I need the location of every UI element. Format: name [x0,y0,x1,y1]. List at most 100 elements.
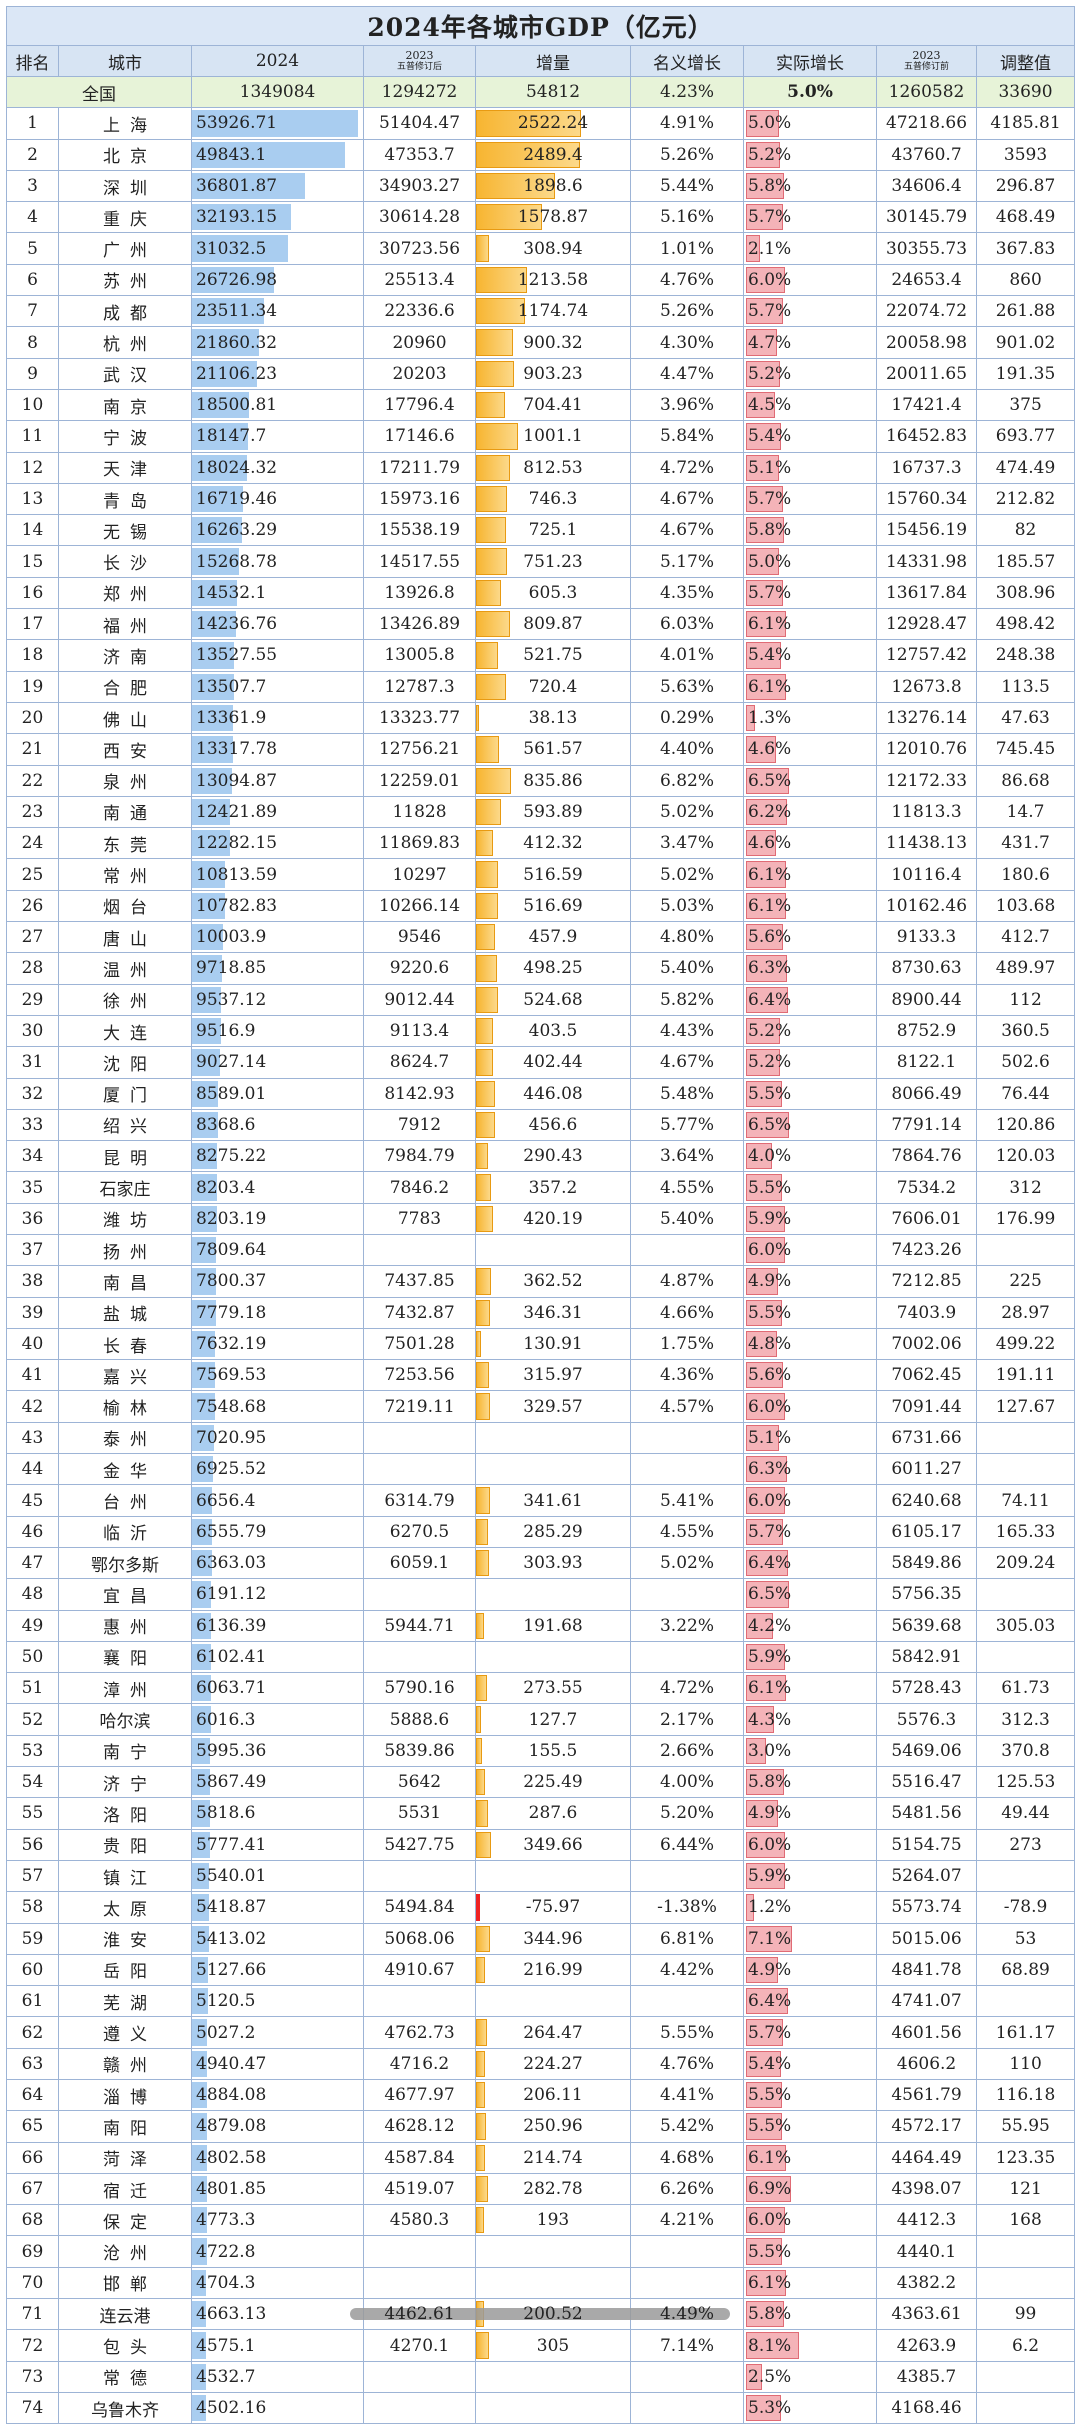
gdp2024-text: 5413.02 [196,1928,267,1949]
orig2023-cell-text: 12757.42 [885,645,968,666]
orig2023-cell-text: 7091.44 [891,1396,962,1417]
real-cell: 5.3% [743,2391,877,2424]
real-cell: 6.0% [743,263,877,297]
gdp-bar [192,360,257,387]
adjust-cell [975,2266,1076,2300]
gdp-bar [192,266,274,294]
orig2023-cell-text: 4385.7 [896,2366,957,2387]
real-text: 4.9% [748,1271,792,1292]
city-cell: 芜湖 [58,1985,192,2018]
gdp2024-text: 4502.16 [196,2398,267,2419]
rank-cell: 74 [6,2391,59,2424]
orig2023-cell-text: 5849.86 [891,1553,962,1574]
nominal-cell-text: 4.55% [659,1177,714,1198]
orig2023-cell: 17421.4 [876,388,977,422]
orig2023-cell: 5516.47 [876,1766,977,1799]
real-text: 5.8% [748,2304,792,2325]
gdp-bar [192,1049,220,1076]
adjust-cell-text: 248.38 [995,645,1056,666]
adjust-cell: 296.87 [975,169,1076,203]
gdp2024-cell: 4663.13 [191,2298,364,2331]
city-cell: 榆林 [58,1390,192,1423]
rank-cell: 70 [6,2266,59,2300]
adjust-cell: 860 [975,263,1076,297]
increase-bar [476,1080,495,1107]
gdp2024-cell: 14236.76 [191,608,364,641]
gdp2024-cell: 4773.3 [191,2204,364,2237]
orig2023-cell: 12673.8 [876,670,977,703]
gdp2024-text: 18024.32 [196,457,278,478]
increase-cell: 809.87 [475,608,631,641]
city-cell-text: 广州 [103,241,157,262]
orig2023-cell-text: 43760.7 [891,144,962,165]
gdp2023-cell-text: 11828 [392,801,447,822]
real-cell: 6.0% [743,1233,877,1267]
rank-cell-text: 62 [21,2022,44,2043]
gdp2023-cell: 7984.79 [363,1140,476,1173]
gdp2023-cell: 10297 [363,858,476,891]
city-cell: 太原 [58,1891,192,1924]
gdp2023-cell: 34903.27 [363,169,476,203]
increase-bar [476,1017,493,1045]
table-row: 34 昆明 8275.22 7984.79 290.43 3.64% 4.0% 7864.76… [6,1140,1076,1173]
gdp2023-cell-text: 17796.4 [384,395,455,416]
table-row: 43 泰州 7020.95 5.1% 6731.66 [6,1421,1076,1455]
real-growth-bar [746,1143,772,1170]
increase-cell: 224.27 [475,2047,631,2081]
city-cell-text: 厦门 [103,1086,157,1107]
orig2023-cell-text: 16737.3 [891,457,962,478]
nominal-cell [630,1859,744,1893]
gdp2023-cell-text: 8142.93 [384,1083,455,1104]
city-cell-text: 洛阳 [103,1805,157,1826]
real-cell: 4.6% [743,733,877,766]
real-growth-bar [746,1612,773,1639]
city-cell-text: 北京 [103,147,157,168]
increase-bar [476,1675,487,1702]
city-cell: 台州 [58,1484,192,1517]
real-growth-bar [746,2019,783,2046]
rank-cell-text: 58 [21,1897,44,1918]
city-cell: 扬州 [58,1233,192,1267]
real-cell: 5.6% [743,1359,877,1392]
adjust-cell: 474.49 [975,451,1076,484]
gdp-bar [192,517,242,544]
real-cell: 5.1% [743,1421,877,1455]
real-text: 3.0% [748,1740,792,1761]
nominal-cell: 5.48% [630,1077,744,1110]
nominal-cell-text: 4.67% [659,1052,714,1073]
scroll-indicator[interactable] [350,2308,730,2320]
gdp2024-cell: 5540.01 [191,1859,364,1893]
rank-cell: 53 [6,1734,59,1768]
gdp2024-cell: 5120.5 [191,1985,364,2018]
real-text: 6.4% [748,989,792,1010]
gdp-bar [192,2207,207,2234]
real-cell: 6.1% [743,2266,877,2300]
real-growth-bar [746,1049,780,1076]
gdp2024-cell: 7809.64 [191,1233,364,1267]
nominal-cell: 5.44% [630,169,744,203]
city-cell: 重庆 [58,201,192,234]
rank-cell: 25 [6,858,59,891]
gdp2023-cell-text: 5888.6 [389,1709,450,1730]
adjust-cell-text: 502.6 [1001,1052,1050,1073]
gdp2024-text: 13507.7 [196,676,267,697]
gdp2023-cell-text: 7984.79 [384,1146,455,1167]
increase-text: 516.69 [523,895,583,916]
increase-cell [475,2235,631,2268]
national-nominal: 4.23% [630,75,744,109]
orig2023-cell-text: 10116.4 [891,864,962,885]
nominal-cell-text: 4.66% [659,1302,714,1323]
city-cell-text: 泉州 [103,773,157,794]
nominal-cell: 6.44% [630,1828,744,1861]
adjust-cell: 68.89 [975,1953,1076,1987]
gdp2024-cell: 4884.08 [191,2078,364,2112]
increase-bar [476,204,542,231]
adjust-cell: 180.6 [975,858,1076,891]
gdp2023-cell: 9012.44 [363,983,476,1016]
gdp2024-text: 5777.41 [196,1834,267,1855]
rank-cell: 3 [6,169,59,203]
real-growth-bar [746,611,786,638]
table-row: 32 厦门 8589.01 8142.93 446.08 5.48% 5.5% 8066.49… [6,1077,1076,1110]
adjust-cell-text: 745.45 [995,739,1056,760]
nominal-cell-text: 5.20% [659,1803,714,1824]
